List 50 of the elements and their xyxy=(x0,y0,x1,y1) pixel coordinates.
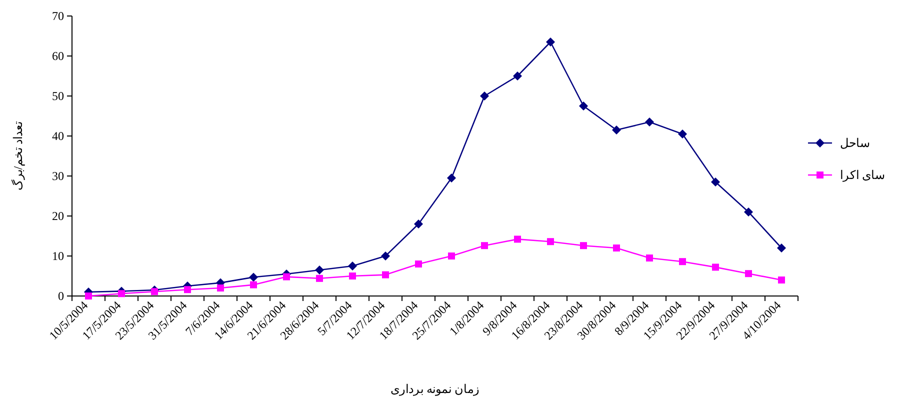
point xyxy=(415,260,422,268)
ytick: 50 xyxy=(52,89,64,103)
point xyxy=(118,290,125,298)
point xyxy=(580,242,587,250)
point xyxy=(646,254,653,262)
point xyxy=(448,252,455,260)
ytick: 10 xyxy=(52,249,64,263)
point xyxy=(612,126,621,134)
point xyxy=(151,288,158,296)
point xyxy=(579,102,588,110)
ytick: 70 xyxy=(52,9,64,23)
x-axis-title: زمان نمونه برداری xyxy=(390,382,480,396)
point xyxy=(250,281,257,288)
point xyxy=(315,266,324,274)
point xyxy=(712,264,719,271)
point xyxy=(481,242,488,250)
point xyxy=(249,272,258,282)
point xyxy=(778,276,785,284)
point xyxy=(381,252,390,260)
point xyxy=(283,273,290,280)
point xyxy=(678,130,687,138)
point xyxy=(547,238,554,246)
point xyxy=(711,178,720,186)
legend-item: سای اکرا xyxy=(840,168,885,182)
point xyxy=(184,286,191,294)
point xyxy=(382,271,389,278)
point xyxy=(414,220,423,228)
point xyxy=(679,258,686,266)
point xyxy=(514,236,521,243)
point xyxy=(745,270,752,278)
ytick: 30 xyxy=(52,169,64,183)
point xyxy=(349,272,356,280)
ytick: 40 xyxy=(52,129,64,143)
y-axis-title: تعداد تخم/برگ xyxy=(11,121,25,191)
point xyxy=(777,244,786,252)
ytick: 60 xyxy=(52,49,64,63)
point xyxy=(447,174,456,182)
point xyxy=(316,274,323,282)
point xyxy=(480,92,489,100)
ytick: 0 xyxy=(58,289,64,303)
point xyxy=(348,262,357,270)
ytick: 20 xyxy=(52,209,64,223)
point xyxy=(85,292,92,300)
point xyxy=(217,284,224,292)
point xyxy=(613,244,620,252)
point xyxy=(645,118,654,126)
point xyxy=(546,38,555,46)
point xyxy=(513,72,522,80)
point xyxy=(744,208,753,216)
legend-item: ساحل xyxy=(840,136,870,150)
